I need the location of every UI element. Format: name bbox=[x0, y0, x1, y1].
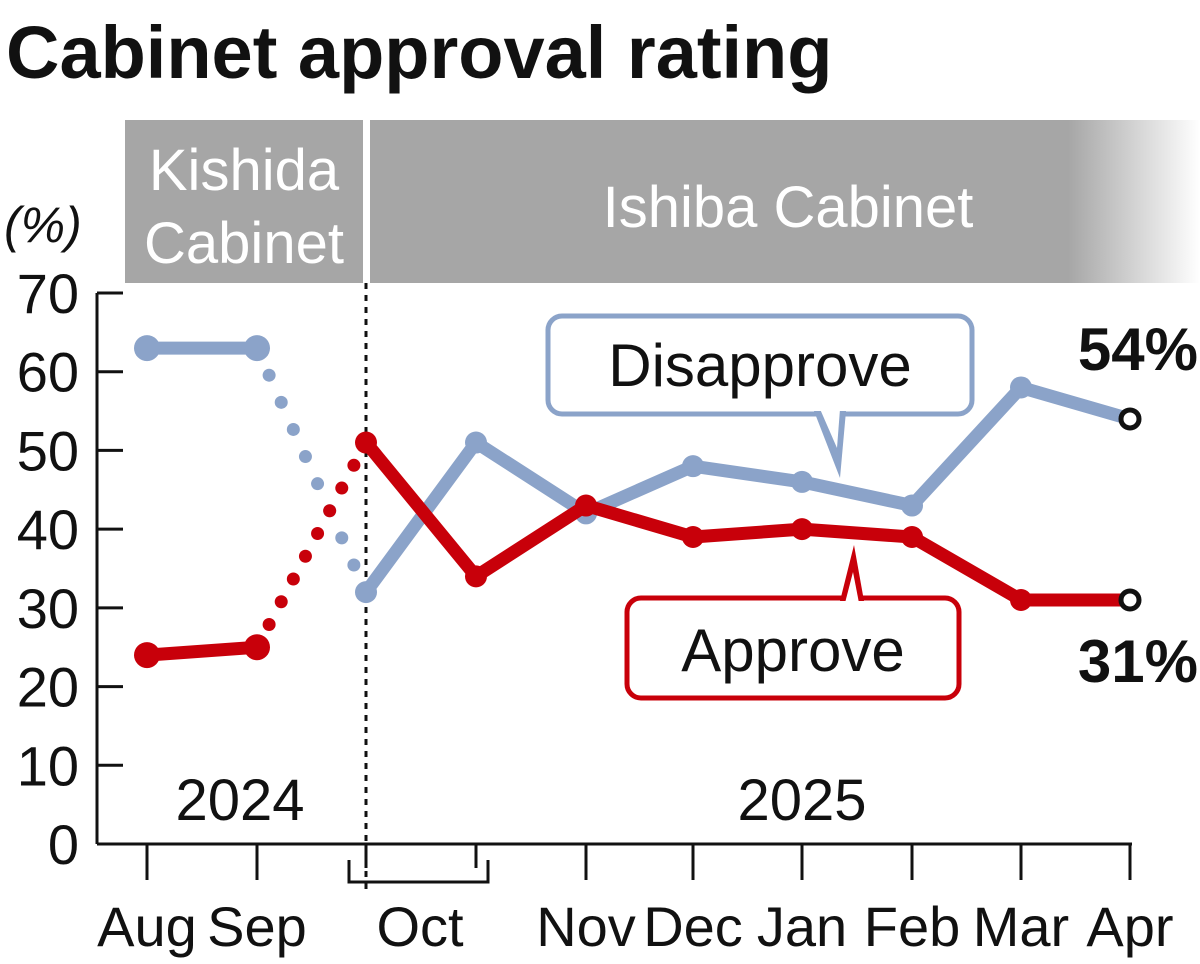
x-tick-label-sep: Sep bbox=[207, 895, 307, 958]
approve-transition-dot bbox=[286, 572, 300, 586]
y-tick-label: 20 bbox=[17, 656, 79, 719]
chart-title: Cabinet approval rating bbox=[6, 11, 832, 94]
x-tick-label-apr: Apr bbox=[1086, 895, 1173, 958]
x-tick-label-oct: Oct bbox=[376, 895, 464, 958]
disapprove-transition-dot bbox=[298, 450, 312, 464]
approve-transition-dot bbox=[347, 458, 361, 472]
approve-point bbox=[465, 565, 487, 588]
x-tick-label-mar: Mar bbox=[973, 895, 1069, 958]
disapprove-point bbox=[901, 494, 923, 517]
series-layer bbox=[134, 335, 1142, 669]
unit-label: (%) bbox=[4, 197, 82, 253]
series-approve bbox=[134, 431, 1142, 669]
approve-point bbox=[244, 634, 270, 661]
year-label-2024: 2024 bbox=[175, 768, 304, 833]
ishiba-label: Ishiba Cabinet bbox=[603, 175, 974, 240]
disapprove-transition-dot bbox=[347, 558, 361, 572]
x-tick-label-jan: Jan bbox=[757, 895, 847, 958]
approve-end-label: 31% bbox=[1078, 628, 1198, 695]
disapprove-point-latest bbox=[1118, 407, 1142, 431]
disapprove-transition-dot bbox=[274, 395, 288, 409]
approve-point bbox=[682, 526, 704, 549]
approve-transition-dot bbox=[323, 504, 337, 518]
y-tick-label: 40 bbox=[17, 498, 79, 561]
approve-transition-dot bbox=[298, 549, 312, 563]
approve-transition-dot bbox=[311, 527, 325, 541]
disapprove-point bbox=[134, 335, 160, 362]
disapprove-point bbox=[791, 470, 813, 493]
legend-approve: Approve bbox=[624, 545, 962, 701]
legend-disapprove: Disapprove bbox=[545, 313, 975, 478]
approve-point-latest bbox=[1118, 588, 1142, 612]
y-tick-label: 50 bbox=[17, 419, 79, 482]
disapprove-point bbox=[465, 431, 487, 454]
ishiba-band-fade bbox=[1068, 120, 1200, 283]
disapprove-point bbox=[1010, 376, 1032, 399]
disapprove-transition-dot bbox=[286, 422, 300, 436]
y-tick-label: 30 bbox=[17, 577, 79, 640]
disapprove-transition-dot bbox=[262, 368, 276, 382]
approve-transition-dot bbox=[262, 617, 276, 631]
disapprove-transition-dot bbox=[311, 477, 325, 491]
y-tick-label: 10 bbox=[17, 734, 79, 797]
x-tick-label-dec: Dec bbox=[643, 895, 743, 958]
y-tick-label: 0 bbox=[48, 813, 79, 876]
approve-point bbox=[901, 526, 923, 549]
kishida-band bbox=[125, 120, 363, 283]
x-axis: Aug Sep Oct Nov Dec Jan Feb Mar Apr bbox=[97, 842, 1174, 958]
disapprove-end-label: 54% bbox=[1078, 316, 1198, 383]
x-tick-label-nov: Nov bbox=[536, 895, 636, 958]
kishida-label-line2: Cabinet bbox=[144, 211, 344, 276]
y-tick-label: 70 bbox=[17, 262, 79, 325]
y-tick-label: 60 bbox=[17, 341, 79, 404]
x-tick-label-feb: Feb bbox=[864, 895, 961, 958]
legend-disapprove-label: Disapprove bbox=[608, 332, 912, 399]
year-label-2025: 2025 bbox=[737, 768, 866, 833]
oct-bracket bbox=[347, 860, 490, 884]
disapprove-transition-dot bbox=[335, 531, 349, 545]
disapprove-point bbox=[244, 335, 270, 362]
disapprove-point bbox=[682, 455, 704, 478]
x-tick-label-aug: Aug bbox=[97, 895, 197, 958]
approve-transition-dot bbox=[335, 481, 349, 495]
disapprove-line-latest bbox=[1014, 380, 1137, 426]
legend-approve-label: Approve bbox=[681, 617, 904, 684]
disapprove-point bbox=[355, 581, 377, 604]
y-axis: 0 10 20 30 40 50 60 70 bbox=[17, 262, 123, 876]
approve-point bbox=[575, 494, 597, 517]
approve-point bbox=[134, 642, 160, 669]
approve-point bbox=[1010, 588, 1032, 611]
ishiba-band bbox=[370, 120, 1070, 283]
approve-point bbox=[791, 518, 813, 541]
approve-line-kishida bbox=[140, 640, 264, 662]
approve-point bbox=[355, 431, 377, 454]
kishida-label-line1: Kishida bbox=[149, 138, 340, 203]
approve-transition-dot bbox=[274, 595, 288, 609]
